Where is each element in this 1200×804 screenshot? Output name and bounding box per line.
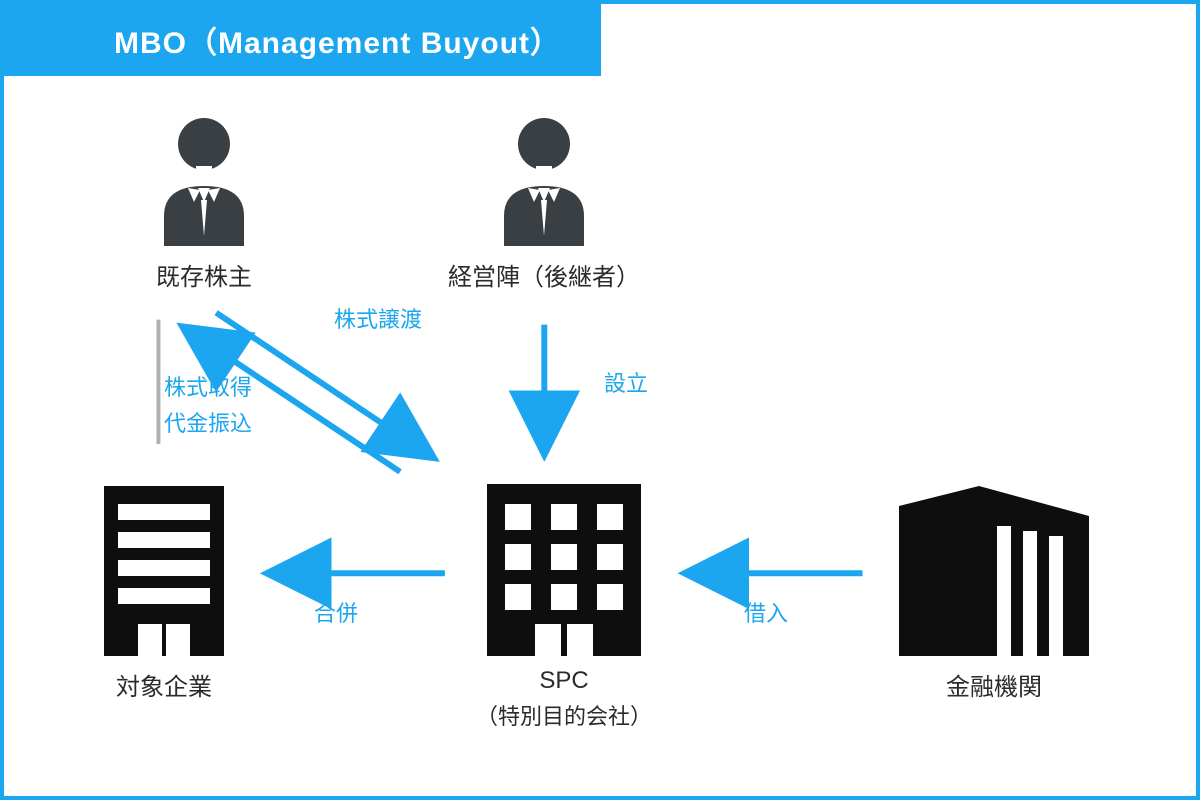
node-shareholder: 既存株主 [114,106,294,292]
target-label: 対象企業 [74,667,254,702]
node-management: 経営陣（後継者） [404,106,684,292]
bank-label: 金融機関 [874,667,1114,702]
label-transfer: 株式譲渡 [334,302,422,334]
title-bar: MBO（Management Buyout） [4,4,601,76]
node-target: 対象企業 [74,476,254,702]
spc-label: SPC [434,667,694,695]
spc-sublabel: （特別目的会社） [434,699,694,731]
label-acquire: 株式取得 [164,370,252,402]
building-icon [889,476,1099,656]
shareholder-label: 既存株主 [114,257,294,292]
node-bank: 金融機関 [874,476,1114,702]
building-icon [94,476,234,656]
label-loan: 借入 [744,596,788,628]
building-icon [479,476,649,656]
node-spc: SPC （特別目的会社） [434,476,694,731]
label-acquire2: 代金振込 [164,406,252,438]
person-icon [144,106,264,246]
diagram-title: MBO（Management Buyout） [114,27,561,60]
management-label: 経営陣（後継者） [404,257,684,292]
label-setup: 設立 [604,366,648,398]
person-icon [484,106,604,246]
diagram-canvas: 既存株主 経営陣（後継者） 対象企業 [4,76,1196,804]
label-merge: 合併 [314,596,358,628]
